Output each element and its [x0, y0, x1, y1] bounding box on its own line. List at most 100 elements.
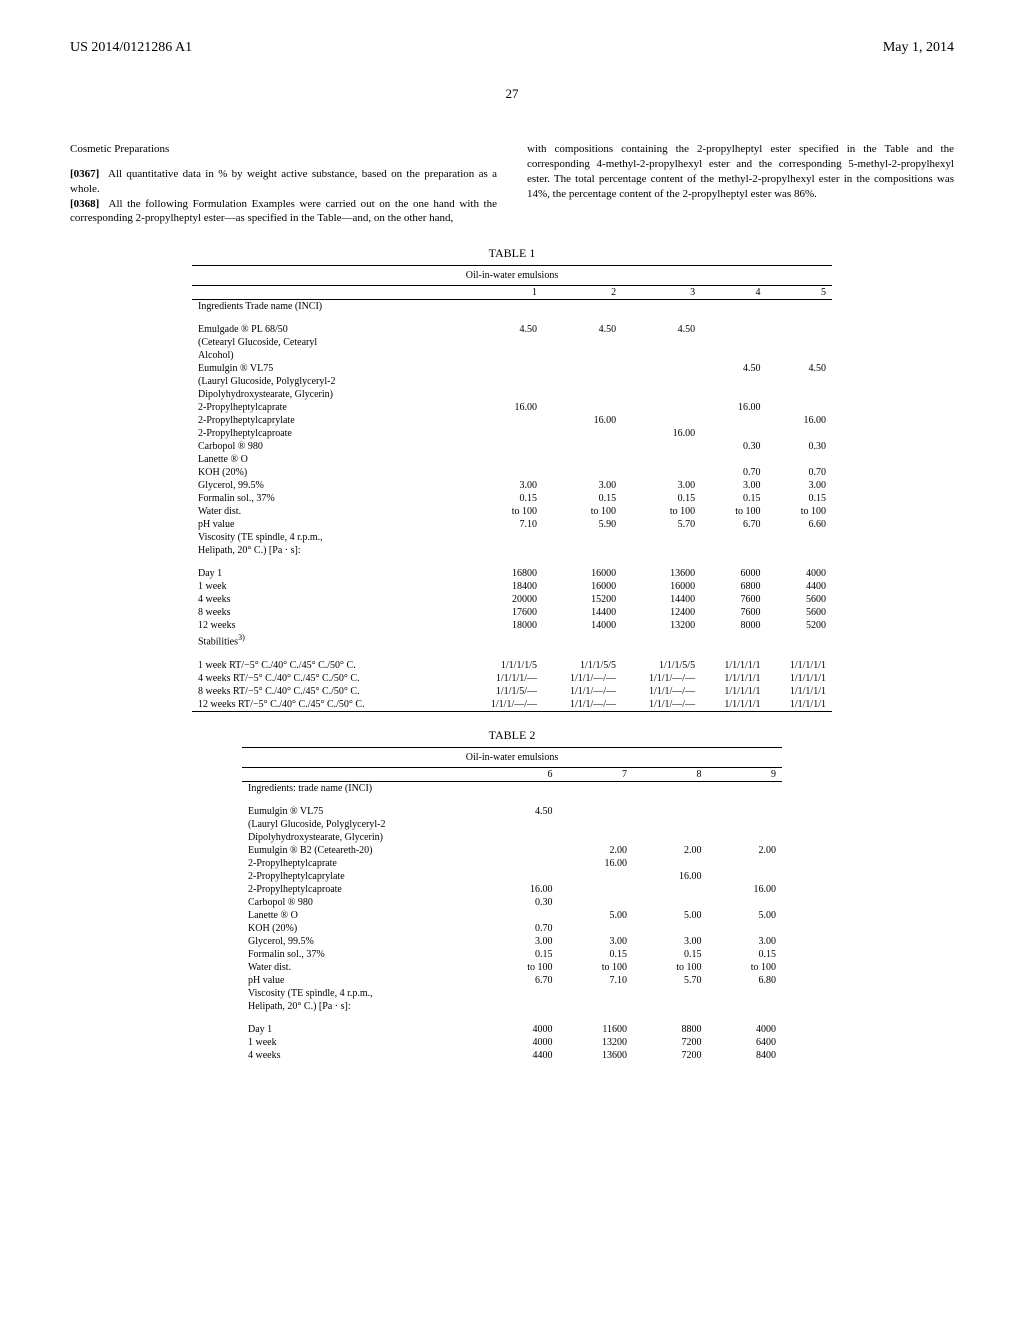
cell: to 100: [701, 505, 766, 518]
row-label: Day 1: [192, 567, 464, 580]
left-column: Cosmetic Preparations [0367] All quantit…: [70, 142, 497, 226]
cell: to 100: [484, 961, 559, 974]
cell: 4000: [708, 1023, 783, 1036]
cell: 0.15: [484, 948, 559, 961]
cell: 8000: [701, 619, 766, 632]
cell: 3.00: [484, 935, 559, 948]
cell: 4.50: [464, 323, 543, 336]
section-heading: Cosmetic Preparations: [70, 142, 497, 157]
table-row: Glycerol, 99.5%3.003.003.003.00: [242, 935, 782, 948]
cell: 1/1/1/—/—: [622, 685, 701, 698]
table-row: Stabilities3): [192, 632, 832, 648]
cell: 16.00: [633, 870, 708, 883]
row-label: pH value: [242, 974, 484, 987]
cell: [701, 544, 766, 557]
cell: 5.00: [708, 909, 783, 922]
cell: [464, 414, 543, 427]
cell: [484, 831, 559, 844]
cell: [633, 896, 708, 909]
table2-subtitle: Oil-in-water emulsions: [242, 747, 782, 767]
cell: 18400: [464, 580, 543, 593]
cell: 16.00: [622, 427, 701, 440]
cell: 3.00: [464, 479, 543, 492]
cell: 14400: [543, 606, 622, 619]
cell: 4000: [767, 567, 832, 580]
cell: 13600: [559, 1049, 634, 1062]
cell: [543, 544, 622, 557]
cell: 7600: [701, 593, 766, 606]
cell: [559, 818, 634, 831]
cell: to 100: [708, 961, 783, 974]
row-label: 4 weeks RT/−5° C./40° C./45° C./50° C.: [192, 672, 464, 685]
cell: 14400: [622, 593, 701, 606]
cell: 6000: [701, 567, 766, 580]
row-label: Emulgade ® PL 68/50: [192, 323, 464, 336]
patent-date: May 1, 2014: [883, 40, 954, 56]
cell: [708, 1000, 783, 1013]
cell: 17600: [464, 606, 543, 619]
cell: 16000: [543, 580, 622, 593]
row-label: Glycerol, 99.5%: [242, 935, 484, 948]
cell: 1/1/1/5/—: [464, 685, 543, 698]
table-row: (Lauryl Glucoside, Polyglyceryl-2: [242, 818, 782, 831]
row-label: Lanette ® O: [192, 453, 464, 466]
cell: 4.50: [484, 805, 559, 818]
table-2: Oil-in-water emulsions 6 7 8 9 Ingredien…: [242, 747, 782, 1062]
ingredients-hdr: Ingredients: trade name (INCI): [242, 781, 484, 795]
cell: [464, 362, 543, 375]
cell: [633, 857, 708, 870]
table-row: Formalin sol., 37%0.150.150.150.15: [242, 948, 782, 961]
cell: [543, 401, 622, 414]
cell: 16.00: [767, 414, 832, 427]
cell: 4.50: [701, 362, 766, 375]
cell: [559, 883, 634, 896]
row-label: 2-Propylheptylcaprylate: [192, 414, 464, 427]
col-hdr: 8: [633, 767, 708, 781]
cell: [767, 453, 832, 466]
cell: 7200: [633, 1049, 708, 1062]
table-row: Formalin sol., 37%0.150.150.150.150.15: [192, 492, 832, 505]
cell: [708, 857, 783, 870]
cell: 0.70: [701, 466, 766, 479]
cell: [559, 1000, 634, 1013]
row-label: Alcohol): [192, 349, 464, 362]
cell: 8400: [708, 1049, 783, 1062]
page-header: US 2014/0121286 A1 May 1, 2014: [70, 40, 954, 56]
cell: 14000: [543, 619, 622, 632]
cell: [767, 375, 832, 388]
table-row: Lanette ® O5.005.005.00: [242, 909, 782, 922]
cell: [484, 987, 559, 1000]
table-row: 2-Propylheptylcaproate16.0016.00: [242, 883, 782, 896]
table-row: pH value6.707.105.706.80: [242, 974, 782, 987]
cell: [622, 375, 701, 388]
cell: [543, 388, 622, 401]
table-row: (Cetearyl Glucoside, Cetearyl: [192, 336, 832, 349]
table-row: 2-Propylheptylcaprate16.00: [242, 857, 782, 870]
row-label: 8 weeks: [192, 606, 464, 619]
table-row: KOH (20%)0.70: [242, 922, 782, 935]
cell: [767, 336, 832, 349]
cell: 15200: [543, 593, 622, 606]
cell: 3.00: [701, 479, 766, 492]
cell: [633, 1000, 708, 1013]
table-row: 1 week18400160001600068004400: [192, 580, 832, 593]
cell: [484, 818, 559, 831]
table-row: Viscosity (TE spindle, 4 r.p.m.,: [192, 531, 832, 544]
cell: 4.50: [767, 362, 832, 375]
cell: [543, 336, 622, 349]
row-label: 2-Propylheptylcaprate: [242, 857, 484, 870]
row-label: Stabilities3): [192, 632, 464, 648]
cell: 1/1/1/1/1: [701, 659, 766, 672]
cell: [701, 531, 766, 544]
row-label: 2-Propylheptylcaprylate: [242, 870, 484, 883]
cell: 1/1/1/1/—: [464, 672, 543, 685]
table-1: Oil-in-water emulsions 1 2 3 4 5 Ingredi…: [192, 265, 832, 713]
cell: 16000: [543, 567, 622, 580]
cell: 2.00: [559, 844, 634, 857]
table-row: Viscosity (TE spindle, 4 r.p.m.,: [242, 987, 782, 1000]
cell: [633, 805, 708, 818]
table-row: Day 140001160088004000: [242, 1023, 782, 1036]
cell: 0.15: [543, 492, 622, 505]
row-label: 2-Propylheptylcaproate: [192, 427, 464, 440]
cell: 16000: [622, 580, 701, 593]
